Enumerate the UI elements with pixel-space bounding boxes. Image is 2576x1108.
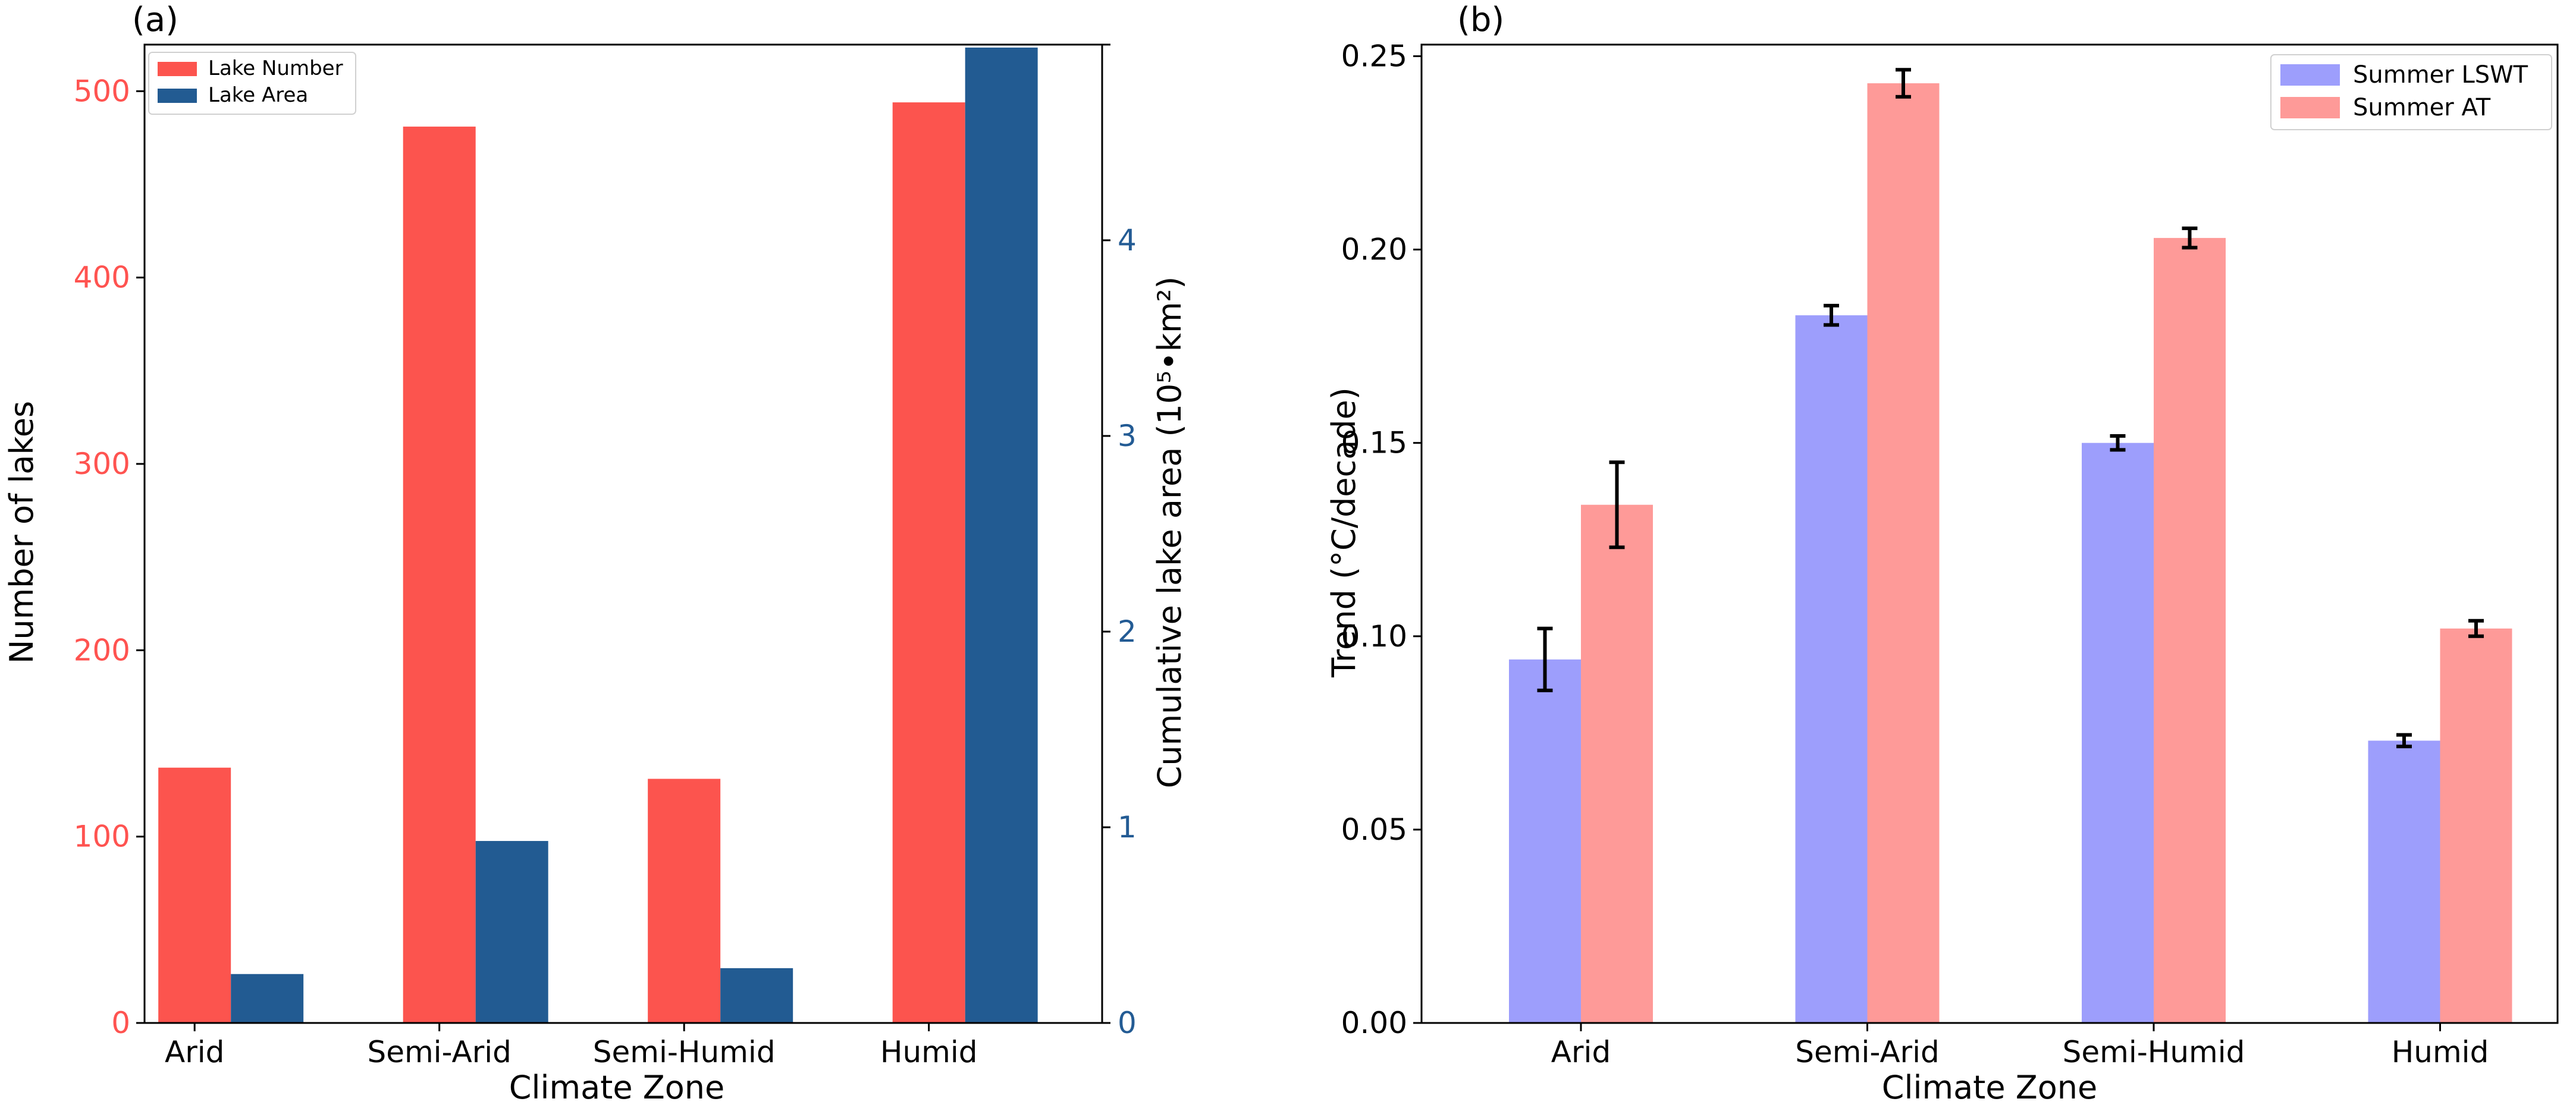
panel-a-left-ticks: 0 100 200 300 400 500 (74, 74, 145, 1040)
legend-label-summer-at: Summer AT (2353, 94, 2491, 121)
left-tick-label: 300 (74, 447, 130, 481)
bar-summer-lswt-humid (2368, 740, 2440, 1023)
right-tick-label: 4 (1118, 223, 1137, 258)
left-tick-label: 400 (74, 260, 130, 295)
x-tick-label-semi-arid: Semi-Arid (1795, 1035, 1939, 1069)
bar-summer-at-semi-arid (1867, 83, 1940, 1023)
panel-a-x-ticks: Arid Semi-Arid Semi-Humid Humid (165, 1023, 978, 1069)
y-tick-label: 0.20 (1341, 233, 1407, 267)
legend-swatch-lake-number (158, 62, 197, 76)
legend-label-lake-area: Lake Area (208, 83, 308, 107)
y-tick-label: 0.05 (1341, 812, 1407, 847)
panel-a-label: (a) (132, 1, 178, 39)
bar-summer-at-arid (1581, 504, 1653, 1023)
legend-swatch-summer-at (2280, 97, 2340, 118)
bar-lake-area-semi-arid (475, 841, 548, 1023)
legend-label-summer-lswt: Summer LSWT (2353, 61, 2528, 89)
error-bar-summer-at-semi-humid (2182, 226, 2198, 250)
left-tick-label: 500 (74, 74, 130, 108)
x-tick-label-arid: Arid (165, 1035, 224, 1069)
panel-b-axes-frame (1420, 43, 2559, 1024)
error-bar-summer-at-humid (2468, 619, 2484, 638)
legend-swatch-summer-lswt (2280, 64, 2340, 86)
x-tick-label-humid: Humid (2392, 1035, 2489, 1069)
error-bar-summer-lswt-humid (2396, 733, 2412, 749)
y-tick-label: 0.25 (1341, 39, 1407, 74)
right-tick-label: 0 (1118, 1006, 1137, 1040)
panel-a-bars (158, 48, 1038, 1024)
bar-lake-number-arid (158, 767, 231, 1023)
bar-lake-number-semi-arid (403, 126, 476, 1023)
x-tick-label-arid: Arid (1551, 1035, 1611, 1069)
panel-a-axes-frame (143, 43, 1103, 1024)
right-tick-label: 1 (1118, 810, 1137, 845)
x-tick-label-semi-humid: Semi-Humid (2063, 1035, 2245, 1069)
x-tick-label-semi-arid: Semi-Arid (367, 1035, 511, 1069)
y-tick-label: 0.15 (1341, 426, 1407, 460)
error-bar-summer-at-arid (1609, 460, 1625, 550)
legend-label-lake-number: Lake Number (208, 57, 343, 80)
bar-summer-at-humid (2440, 628, 2512, 1023)
panel-a-right-ticks: 0 1 2 3 4 (1102, 43, 1137, 1040)
panel-a-left-y-axis-title: Number of lakes (3, 401, 40, 664)
bar-lake-area-arid (231, 974, 304, 1023)
panel-a-x-axis-title: Climate Zone (509, 1069, 724, 1106)
panel-b-label: (b) (1457, 1, 1504, 39)
right-tick-label: 3 (1118, 419, 1137, 453)
x-tick-label-semi-humid: Semi-Humid (593, 1035, 776, 1069)
panel-b-bars (1509, 83, 2512, 1023)
error-bar-summer-lswt-arid (1537, 626, 1553, 692)
panel-b-x-axis-title: Climate Zone (1882, 1069, 2097, 1106)
bar-summer-lswt-semi-arid (1795, 315, 1868, 1023)
bar-summer-lswt-semi-humid (2082, 442, 2154, 1023)
error-bar-summer-at-semi-arid (1896, 68, 1911, 99)
panel-b-legend: Summer LSWT Summer AT (2270, 54, 2552, 130)
x-tick-label-humid: Humid (880, 1035, 978, 1069)
left-tick-label: 200 (74, 633, 130, 667)
y-tick-label: 0.10 (1341, 619, 1407, 654)
bar-lake-number-semi-humid (648, 779, 721, 1023)
legend-box (2270, 54, 2552, 130)
panel-b: (b) 0.00 0.05 0.10 0.15 0.20 0.25 Arid Semi-Ar… (1325, 1, 2559, 1106)
y-tick-label: 0.00 (1341, 1006, 1407, 1040)
panel-b-y-axis-title: Trend (°C/decade) (1325, 387, 1363, 678)
panel-b-error-bars (1537, 68, 2484, 749)
bar-lake-area-semi-humid (720, 968, 793, 1023)
bar-lake-number-humid (892, 102, 965, 1024)
bar-lake-area-humid (965, 48, 1038, 1023)
bar-summer-lswt-arid (1509, 659, 1581, 1023)
left-tick-label: 100 (74, 820, 130, 854)
panel-a-legend: Lake Number Lake Area (148, 52, 356, 115)
bar-summer-at-semi-humid (2154, 238, 2226, 1023)
panel-a-right-y-axis-title: Cumulative lake area (10⁵•km²) (1151, 277, 1188, 789)
panel-b-y-ticks: 0.00 0.05 0.10 0.15 0.20 0.25 (1341, 39, 1422, 1040)
legend-box (148, 52, 356, 115)
right-tick-label: 2 (1118, 614, 1137, 649)
error-bar-summer-lswt-semi-humid (2110, 434, 2126, 452)
panel-b-x-ticks: Arid Semi-Arid Semi-Humid Humid (1551, 1023, 2489, 1069)
panel-a: (a) 0 100 200 300 400 500 0 1 2 3 4 Arid Semi-Arid… (3, 1, 1188, 1106)
legend-swatch-lake-area (158, 89, 197, 103)
error-bar-summer-lswt-semi-arid (1824, 303, 1839, 327)
left-tick-label: 0 (111, 1006, 130, 1040)
